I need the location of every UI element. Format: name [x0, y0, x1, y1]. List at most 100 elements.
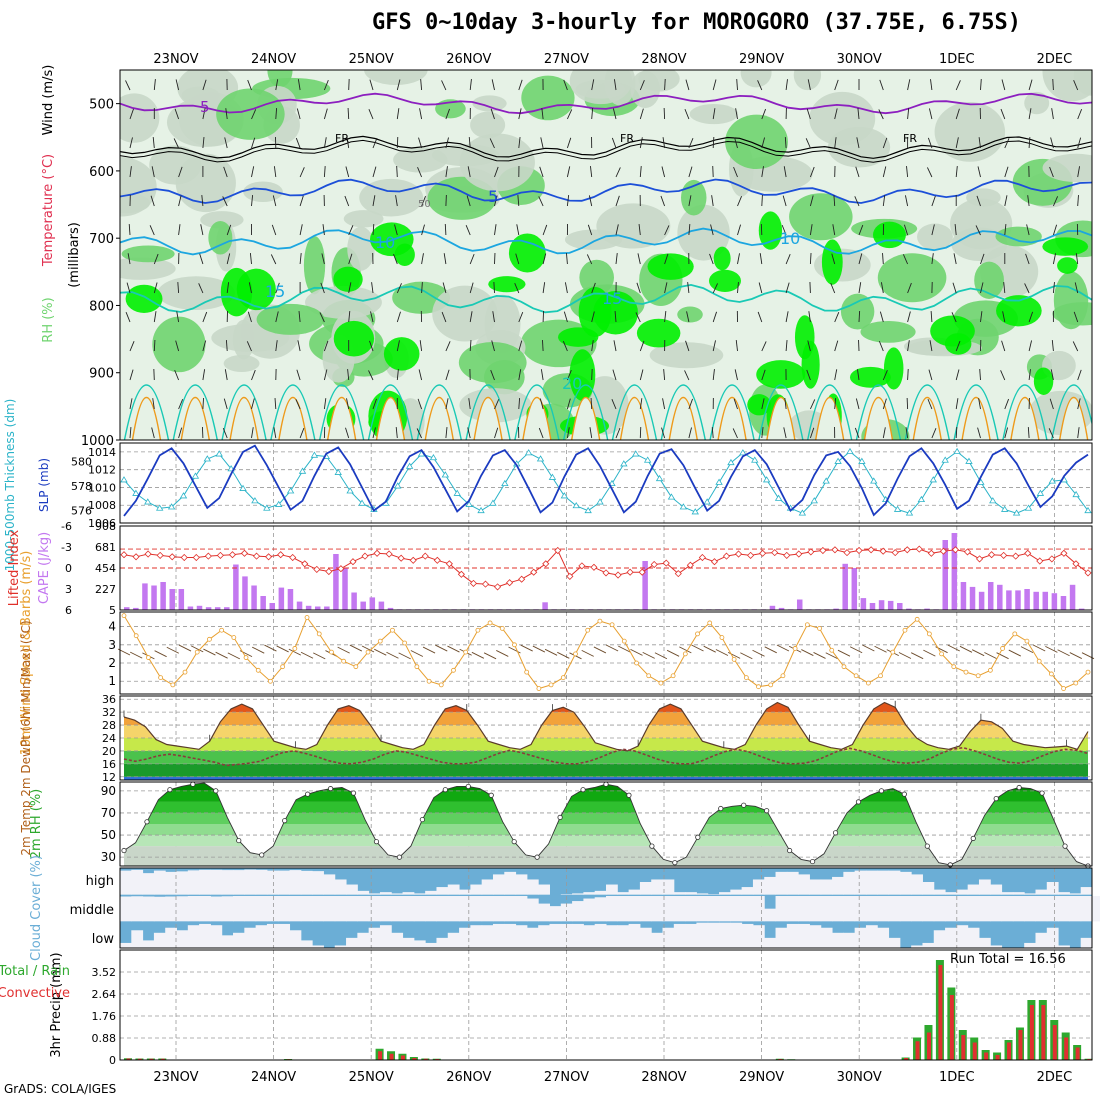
wind-barb — [445, 427, 448, 439]
rh-point — [764, 808, 770, 814]
cloud-bar-mid — [334, 896, 347, 922]
wind-barb — [1028, 137, 1031, 149]
precip-conv-bar — [1075, 1047, 1080, 1060]
wind-barb — [928, 369, 933, 381]
wind-barb — [785, 311, 789, 323]
thickness-point — [429, 453, 438, 461]
cape-bar — [324, 606, 330, 610]
wind-barb — [639, 398, 643, 410]
wind-barb — [1052, 79, 1054, 91]
cloud-bar-low — [357, 932, 370, 948]
cape-bar — [360, 601, 366, 610]
wind-barb — [248, 282, 252, 294]
thickness-point — [167, 503, 176, 510]
wind-barb — [612, 108, 617, 120]
cloud-bar-high — [560, 894, 573, 895]
wind-speed-point — [743, 675, 749, 680]
cloud-bar-mid — [233, 896, 245, 922]
wind-barb — [857, 108, 860, 120]
ua-ytick-label: 1000 — [81, 434, 114, 449]
wind-barb — [1025, 253, 1030, 265]
wind-barb-10m — [227, 652, 241, 660]
cloud-bar-mid — [877, 896, 890, 922]
cloud-bar-low — [1035, 932, 1048, 948]
contour-label: 15 — [602, 289, 622, 308]
cloud-bar-low — [741, 923, 754, 948]
wind-barb — [275, 79, 279, 91]
wind-barb — [907, 311, 911, 323]
thickness-point — [584, 506, 592, 514]
cape-bar — [233, 564, 239, 610]
wind-barb — [1004, 195, 1008, 207]
wind-barb — [1028, 79, 1033, 91]
wind-barb — [323, 137, 327, 149]
wind-speed-point — [280, 664, 286, 670]
cape-bar — [314, 606, 321, 610]
wind-barb-10m — [801, 649, 814, 656]
cape-tick-label: 681 — [95, 541, 116, 554]
wind-barb — [129, 427, 132, 439]
wind-barb — [809, 195, 814, 207]
wind-barb — [224, 137, 228, 149]
wind-barb — [394, 224, 398, 236]
wind-barb-10m — [691, 644, 704, 652]
date-label-bottom: 29NOV — [739, 1070, 784, 1085]
cloud-bar-low — [1058, 945, 1070, 948]
cloud-bar-high — [481, 879, 494, 895]
rh-point — [511, 839, 517, 845]
ytick-label: 0.88 — [92, 1032, 117, 1045]
wind-speed-point — [609, 622, 615, 628]
wind-speed-point — [1000, 646, 1005, 651]
wind-barb — [419, 340, 423, 352]
cloud-bar-mid — [379, 896, 392, 922]
wind-barb-10m — [1020, 646, 1034, 654]
rh-shading — [120, 70, 1092, 440]
cloud-bar-high — [131, 869, 144, 895]
wind-barb — [518, 79, 523, 91]
wind-barb — [149, 225, 155, 236]
wind-barb — [515, 253, 520, 265]
wind-barb — [1051, 108, 1054, 120]
cloud-bar-mid — [651, 896, 664, 922]
li-point — [915, 545, 923, 553]
cloud-bar-low — [820, 927, 833, 948]
wind-barb — [929, 340, 933, 352]
li-tick-label: 3 — [65, 583, 72, 596]
wind-barb — [125, 311, 131, 323]
ytick-label: 30 — [101, 850, 116, 864]
wind-speed-point — [536, 686, 542, 691]
contour-label: 50 — [418, 199, 431, 210]
wind-barb — [615, 167, 621, 178]
rh-cell — [157, 276, 235, 310]
wind-speed-point — [1024, 638, 1030, 644]
cloud-bar-low — [266, 923, 279, 948]
wind-barb — [323, 369, 328, 381]
wind-barb — [251, 137, 256, 149]
cloud-bar-low — [786, 923, 799, 948]
wind-speed-point — [695, 631, 700, 637]
li-point — [204, 552, 212, 560]
thickness-point — [524, 449, 533, 456]
cloud-bar-mid — [911, 896, 923, 922]
li-point — [301, 560, 309, 568]
wind-barb — [782, 195, 787, 207]
wind-barb — [907, 340, 910, 352]
thickness-point — [1012, 509, 1021, 516]
wind-barb — [856, 369, 860, 381]
cloud-bar-mid — [481, 896, 494, 922]
wind-barb-10m — [984, 652, 997, 659]
rh-cell — [1053, 271, 1089, 330]
wind-barb — [688, 166, 693, 178]
thickness-point — [120, 476, 128, 483]
wind-barb — [856, 137, 860, 149]
wind-speed-point — [292, 646, 298, 651]
cloud-bar-low — [233, 932, 245, 948]
cloud-bar-mid — [300, 896, 313, 922]
wind-barb — [733, 166, 738, 178]
wind-barb — [251, 427, 254, 439]
isotherm-line — [120, 283, 1092, 314]
li-point — [385, 550, 393, 558]
cloud-bar-high — [752, 879, 765, 895]
cloud-bar-high — [413, 893, 426, 895]
cloud-bar-high — [1069, 893, 1082, 895]
